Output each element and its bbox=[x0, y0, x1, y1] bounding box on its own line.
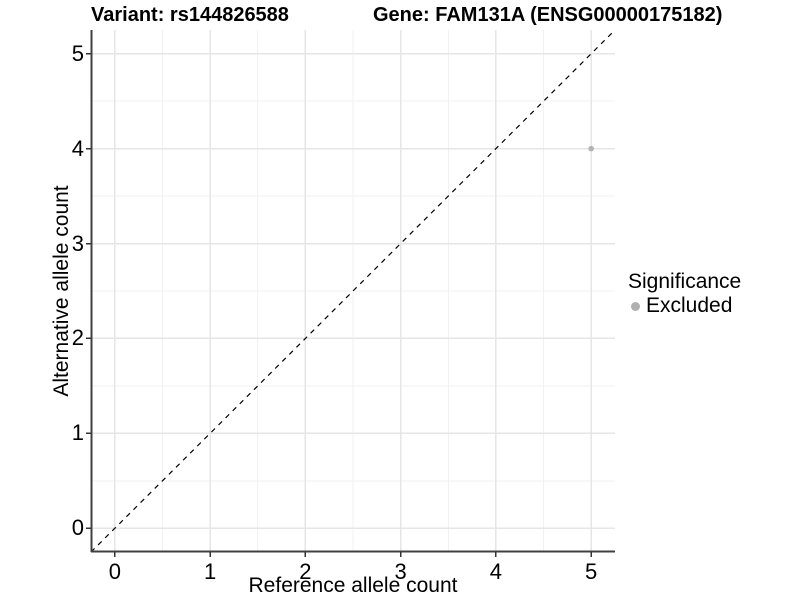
legend-point-icon bbox=[631, 301, 640, 311]
y-tick-label: 4 bbox=[71, 135, 84, 161]
x-tick-label: 3 bbox=[394, 559, 407, 584]
plot-title-gene: Gene: FAM131A (ENSG00000175182) bbox=[373, 4, 723, 26]
legend-title: Significance bbox=[628, 270, 742, 293]
y-tick-label: 0 bbox=[71, 515, 84, 541]
x-tick-label: 4 bbox=[489, 559, 503, 584]
x-tick-label: 0 bbox=[108, 559, 121, 584]
legend-entries: Excluded bbox=[628, 295, 741, 317]
plot-panel bbox=[86, 29, 616, 557]
y-tick-label: 1 bbox=[71, 420, 84, 446]
x-tick-label: 1 bbox=[203, 559, 217, 584]
legend-entry: Excluded bbox=[628, 295, 741, 317]
legend-entry-label: Excluded bbox=[646, 294, 733, 317]
y-tick-label: 5 bbox=[71, 40, 84, 66]
y-tick-label: 3 bbox=[71, 230, 84, 256]
data-point bbox=[588, 145, 594, 152]
x-axis-title: Reference allele count bbox=[248, 574, 458, 597]
plot-title-variant: Variant: rs144826588 bbox=[91, 4, 289, 26]
x-tick-label: 5 bbox=[585, 559, 598, 584]
plot-canvas bbox=[86, 29, 616, 557]
y-axis-title: Alternative allele count bbox=[50, 185, 73, 397]
x-tick-label: 2 bbox=[299, 559, 312, 584]
identity-reference-line bbox=[90, 29, 616, 553]
y-tick-label: 2 bbox=[71, 325, 84, 351]
legend: Significance Excluded bbox=[628, 271, 741, 317]
